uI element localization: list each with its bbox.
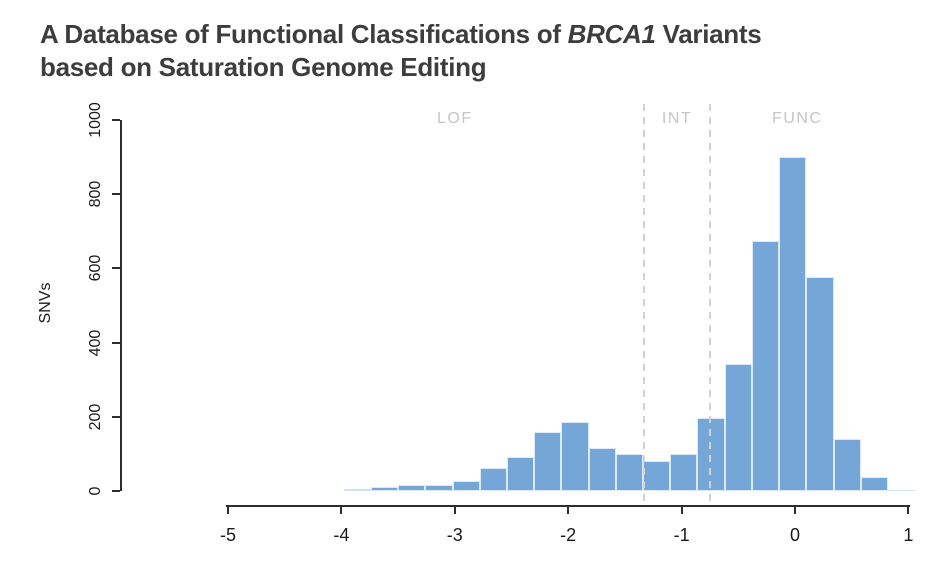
- x-tick-label: -3: [446, 525, 463, 545]
- histogram-bar: [615, 453, 644, 491]
- threshold-line-lof-int-threshold: [643, 104, 646, 506]
- y-tick-label: 600: [87, 255, 104, 282]
- x-tick-label: 0: [789, 525, 800, 545]
- x-tick-label: -4: [333, 525, 350, 545]
- y-axis-label: SNVs: [37, 282, 54, 324]
- histogram-bar: [751, 240, 780, 491]
- y-tick-label: 1000: [87, 102, 104, 138]
- x-tick: [567, 505, 570, 514]
- x-tick-label: -1: [673, 525, 690, 545]
- y-tick-label: 400: [87, 329, 104, 356]
- y-tick: [112, 119, 120, 121]
- title-gene-name: BRCA1: [567, 19, 656, 49]
- title-text-before: A Database of Functional Classifications…: [40, 19, 568, 49]
- y-tick: [112, 267, 120, 270]
- histogram-bar: [643, 461, 671, 491]
- histogram-bar: [479, 468, 507, 491]
- threshold-line-int-func-threshold: [709, 104, 712, 506]
- histogram-bar: [561, 421, 589, 491]
- x-tick: [907, 505, 910, 514]
- histogram-bar: [506, 456, 535, 491]
- x-tick-label: 1: [903, 525, 914, 545]
- x-tick: [227, 505, 229, 514]
- region-label-int: INT: [661, 110, 693, 127]
- histogram-bar: [398, 484, 426, 491]
- title-text-after: Variants: [655, 19, 762, 49]
- histogram-bar: [724, 364, 752, 491]
- histogram-bar: [833, 439, 861, 491]
- histogram-bar: [588, 447, 616, 491]
- x-tick: [340, 505, 343, 514]
- x-tick: [794, 505, 796, 514]
- x-tick: [453, 505, 456, 514]
- y-tick-label: 200: [87, 403, 104, 431]
- histogram-bar: [343, 488, 371, 491]
- y-tick: [112, 193, 120, 196]
- histogram-bar: [534, 432, 562, 491]
- y-tick: [112, 490, 120, 492]
- histogram-bar: [806, 276, 834, 491]
- x-tick-label: -5: [219, 525, 236, 545]
- y-axis-line: [120, 120, 122, 491]
- page-title: A Database of Functional Classifications…: [40, 18, 762, 84]
- x-tick: [680, 505, 683, 514]
- y-tick-label: 0: [87, 486, 104, 496]
- y-tick: [112, 415, 120, 418]
- title-line2: based on Saturation Genome Editing: [40, 52, 487, 82]
- histogram-bar: [779, 157, 807, 491]
- region-label-lof: LOF: [436, 110, 473, 127]
- x-tick-label: -2: [560, 525, 577, 545]
- y-tick: [112, 341, 120, 344]
- histogram-bar: [425, 485, 453, 491]
- histogram-bar: [670, 453, 698, 491]
- region-label-func: FUNC: [772, 110, 823, 127]
- histogram-bar: [860, 477, 888, 491]
- histogram-bar: [887, 489, 916, 491]
- y-tick-label: 800: [87, 180, 104, 208]
- histogram-bar: [370, 486, 399, 491]
- title-line1: A Database of Functional Classifications…: [40, 18, 762, 51]
- histogram-bar: [452, 480, 480, 491]
